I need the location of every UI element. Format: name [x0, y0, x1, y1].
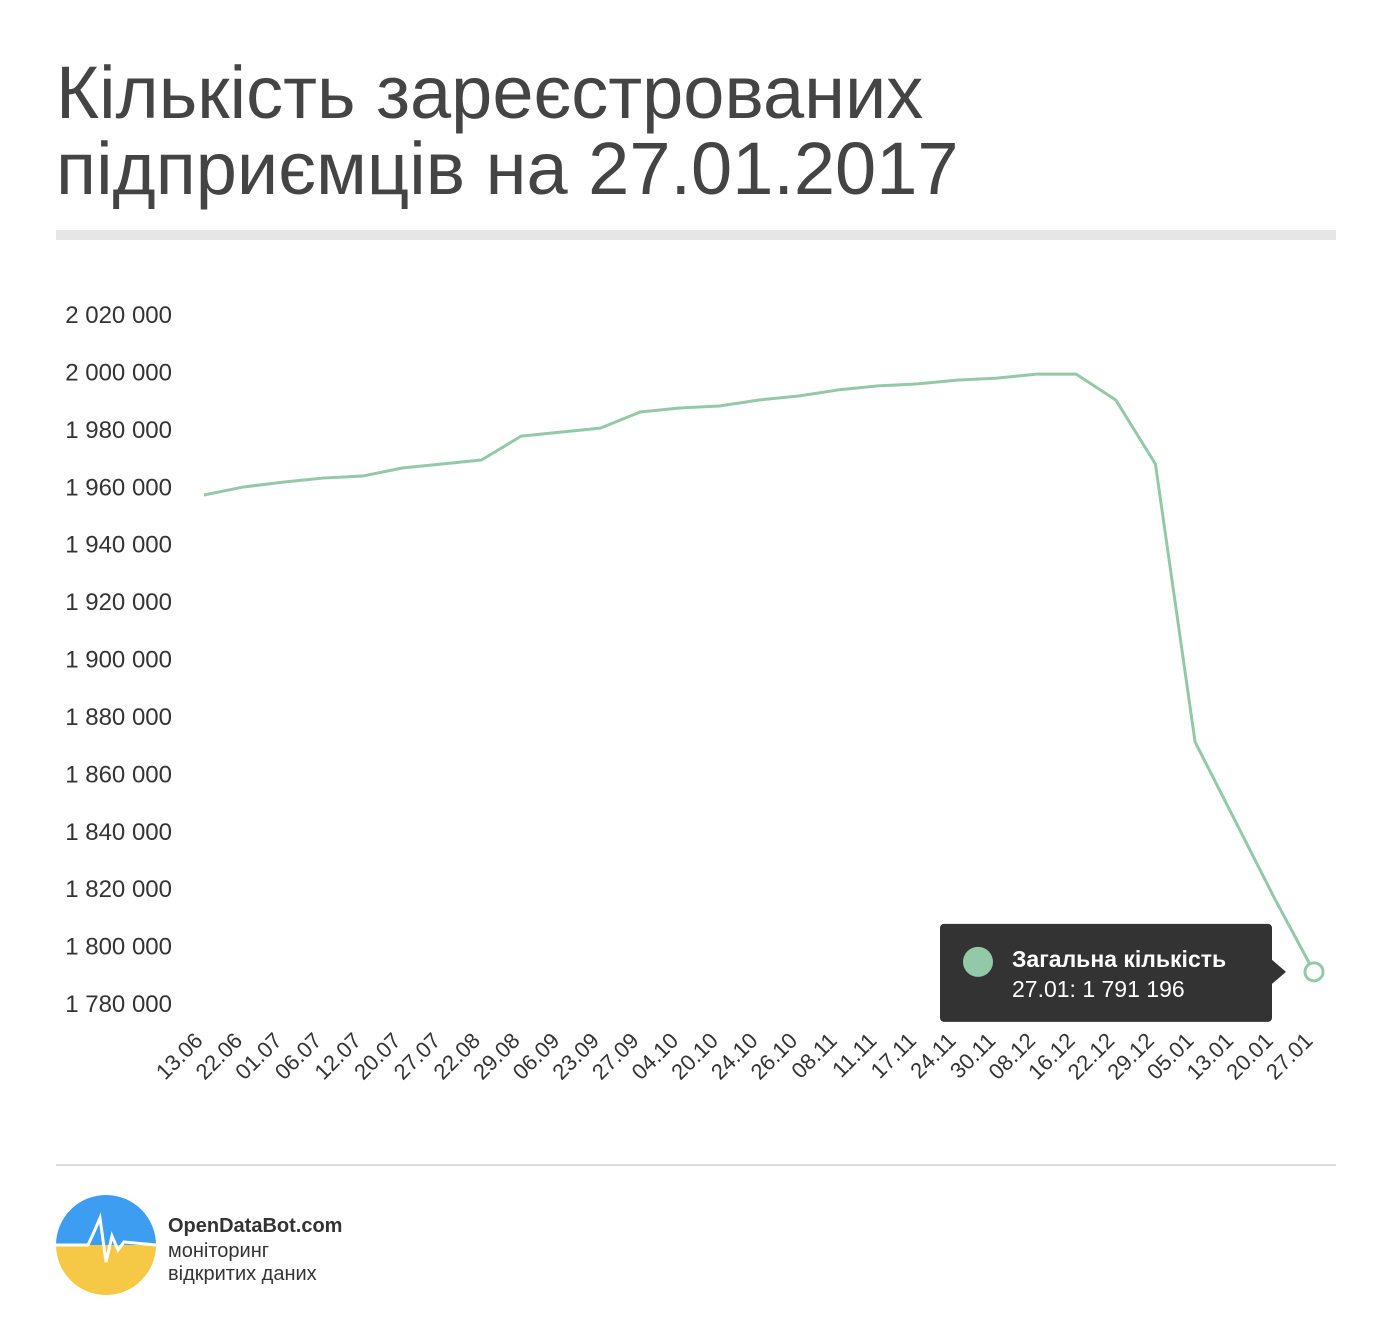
chart-title: Кількість зареєстрованих — [56, 51, 923, 134]
brand: OpenDataBot.com — [168, 1215, 342, 1237]
y-tick-label: 1 840 000 — [65, 819, 172, 846]
y-tick-label: 1 900 000 — [65, 647, 172, 674]
series-line — [203, 372, 1316, 973]
y-tick-label: 1 800 000 — [65, 934, 172, 961]
y-tick-label: 1 980 000 — [65, 417, 172, 444]
x-tick-label: 24.11 — [905, 1028, 960, 1083]
y-tick-label: 1 940 000 — [65, 532, 172, 559]
y-tick-label: 1 960 000 — [65, 474, 172, 501]
x-tick-label: 27.01 — [1261, 1028, 1318, 1085]
point-marker — [1303, 961, 1325, 983]
tooltip-swatch — [963, 946, 993, 977]
tagline: відкритих даних — [168, 1263, 317, 1285]
y-tick-label: 1 780 000 — [65, 991, 172, 1018]
logo — [56, 1195, 157, 1295]
tooltip-box — [940, 923, 1272, 1022]
x-tick-label: 08.11 — [786, 1028, 841, 1083]
x-tick-label: 17.11 — [866, 1028, 921, 1083]
y-tick-label: 1 860 000 — [65, 761, 172, 788]
y-tick-label: 2 000 000 — [65, 359, 172, 386]
y-tick-label: 1 820 000 — [65, 876, 172, 903]
x-tick-label: 26.10 — [746, 1028, 803, 1085]
tooltip-value: 27.01: 1 791 196 — [1012, 976, 1185, 1002]
y-tick-label: 1 920 000 — [65, 589, 172, 616]
chart-title: підприємців на 27.01.2017 — [56, 127, 959, 210]
tooltip-arrow — [1272, 959, 1286, 984]
title-rule — [56, 230, 1336, 240]
y-tick-label: 2 020 000 — [65, 302, 172, 329]
tooltip: Загальна кількість 27.01: 1 791 196 — [940, 923, 1286, 1022]
tooltip-series-name: Загальна кількість — [1012, 946, 1226, 972]
y-tick-label: 1 880 000 — [65, 704, 172, 731]
tagline: моніторинг — [168, 1240, 269, 1262]
